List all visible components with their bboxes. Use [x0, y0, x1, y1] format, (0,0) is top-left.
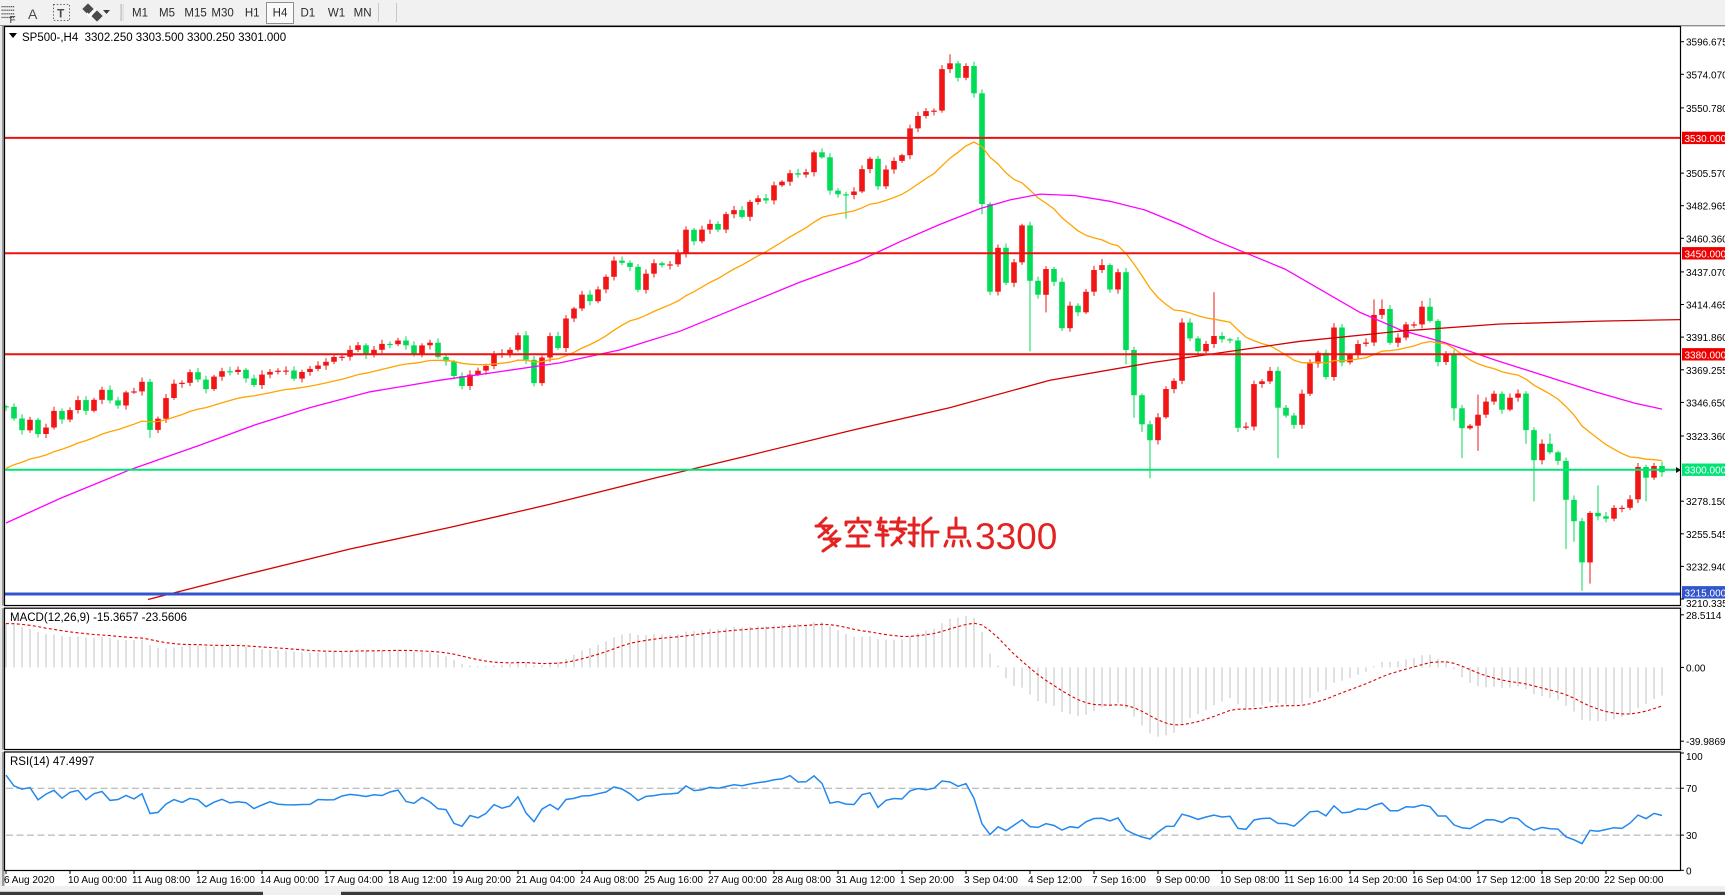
svg-text:3300.000: 3300.000 — [1685, 466, 1725, 477]
svg-text:3450.000: 3450.000 — [1685, 249, 1725, 260]
svg-text:3380.000: 3380.000 — [1685, 350, 1725, 361]
svg-text:7 Sep 16:00: 7 Sep 16:00 — [1092, 875, 1146, 886]
svg-text:3369.255: 3369.255 — [1686, 366, 1725, 377]
svg-text:3278.150: 3278.150 — [1686, 497, 1725, 508]
svg-text:17 Aug 04:00: 17 Aug 04:00 — [324, 875, 383, 886]
svg-text:3414.465: 3414.465 — [1686, 301, 1725, 312]
svg-text:18 Sep 20:00: 18 Sep 20:00 — [1540, 875, 1600, 886]
svg-text:3505.570: 3505.570 — [1686, 169, 1725, 180]
svg-text:19 Aug 20:00: 19 Aug 20:00 — [452, 875, 511, 886]
svg-text:3482.965: 3482.965 — [1686, 202, 1725, 213]
svg-text:21 Aug 04:00: 21 Aug 04:00 — [516, 875, 575, 886]
svg-text:-39.9869: -39.9869 — [1686, 737, 1725, 748]
svg-text:14 Aug 00:00: 14 Aug 00:00 — [260, 875, 319, 886]
svg-text:H4: H4 — [273, 8, 288, 20]
svg-text:0.00: 0.00 — [1686, 663, 1706, 674]
svg-text:30: 30 — [1686, 831, 1698, 842]
svg-text:11 Aug 08:00: 11 Aug 08:00 — [132, 875, 191, 886]
svg-text:11 Sep 16:00: 11 Sep 16:00 — [1284, 875, 1343, 886]
svg-text:M15: M15 — [184, 8, 206, 20]
svg-text:M1: M1 — [132, 8, 148, 20]
svg-text:W1: W1 — [328, 8, 345, 20]
svg-text:3574.070: 3574.070 — [1686, 70, 1725, 81]
svg-text:3346.650: 3346.650 — [1686, 398, 1725, 409]
svg-text:70: 70 — [1686, 784, 1698, 795]
svg-text:F: F — [10, 15, 16, 26]
svg-text:3460.360: 3460.360 — [1686, 234, 1725, 245]
svg-text:10 Aug 00:00: 10 Aug 00:00 — [68, 875, 127, 886]
svg-text:12 Aug 16:00: 12 Aug 16:00 — [196, 875, 255, 886]
svg-text:4 Sep 12:00: 4 Sep 12:00 — [1028, 875, 1082, 886]
svg-text:27 Aug 00:00: 27 Aug 00:00 — [708, 875, 767, 886]
svg-text:9 Sep 00:00: 9 Sep 00:00 — [1156, 875, 1210, 886]
svg-text:10 Sep 08:00: 10 Sep 08:00 — [1220, 875, 1280, 886]
svg-text:SP500-,H4 3302.250 3303.500 3: SP500-,H4 3302.250 3303.500 3300.250 330… — [22, 32, 286, 44]
svg-text:MN: MN — [354, 8, 372, 20]
svg-text:17 Sep 12:00: 17 Sep 12:00 — [1476, 875, 1536, 886]
svg-text:16 Sep 04:00: 16 Sep 04:00 — [1412, 875, 1472, 886]
svg-text:D1: D1 — [300, 8, 315, 20]
svg-text:3530.000: 3530.000 — [1685, 134, 1725, 145]
svg-text:3 Sep 04:00: 3 Sep 04:00 — [964, 875, 1018, 886]
svg-text:24 Aug 08:00: 24 Aug 08:00 — [580, 875, 639, 886]
svg-text:3550.780: 3550.780 — [1686, 104, 1725, 115]
svg-text:3232.940: 3232.940 — [1686, 562, 1725, 573]
svg-text:28.5114: 28.5114 — [1686, 611, 1722, 622]
svg-text:14 Sep 20:00: 14 Sep 20:00 — [1348, 875, 1408, 886]
svg-text:3300: 3300 — [975, 516, 1057, 557]
svg-text:100: 100 — [1686, 752, 1703, 763]
svg-text:M5: M5 — [159, 8, 175, 20]
svg-text:3437.070: 3437.070 — [1686, 268, 1725, 279]
svg-text:3391.860: 3391.860 — [1686, 333, 1725, 344]
svg-text:3596.675: 3596.675 — [1686, 38, 1725, 49]
svg-text:A: A — [28, 6, 38, 22]
svg-text:MACD(12,26,9) -15.3657 -23.560: MACD(12,26,9) -15.3657 -23.5606 — [10, 612, 187, 624]
svg-text:3255.545: 3255.545 — [1686, 530, 1725, 541]
svg-text:3215.000: 3215.000 — [1685, 588, 1725, 599]
svg-text:18 Aug 12:00: 18 Aug 12:00 — [388, 875, 447, 886]
svg-text:25 Aug 16:00: 25 Aug 16:00 — [644, 875, 703, 886]
svg-text:1 Sep 20:00: 1 Sep 20:00 — [900, 875, 954, 886]
svg-text:3323.360: 3323.360 — [1686, 432, 1725, 443]
svg-text:H1: H1 — [245, 8, 260, 20]
svg-text:31 Aug 12:00: 31 Aug 12:00 — [836, 875, 895, 886]
svg-text:RSI(14) 47.4997: RSI(14) 47.4997 — [10, 756, 94, 768]
svg-text:28 Aug 08:00: 28 Aug 08:00 — [772, 875, 831, 886]
svg-text:T: T — [57, 7, 65, 21]
svg-text:6 Aug 2020: 6 Aug 2020 — [4, 875, 55, 886]
svg-text:M30: M30 — [211, 8, 233, 20]
svg-text:22 Sep 00:00: 22 Sep 00:00 — [1604, 875, 1664, 886]
svg-text:0: 0 — [1686, 866, 1692, 877]
svg-text:3210.335: 3210.335 — [1686, 599, 1725, 610]
